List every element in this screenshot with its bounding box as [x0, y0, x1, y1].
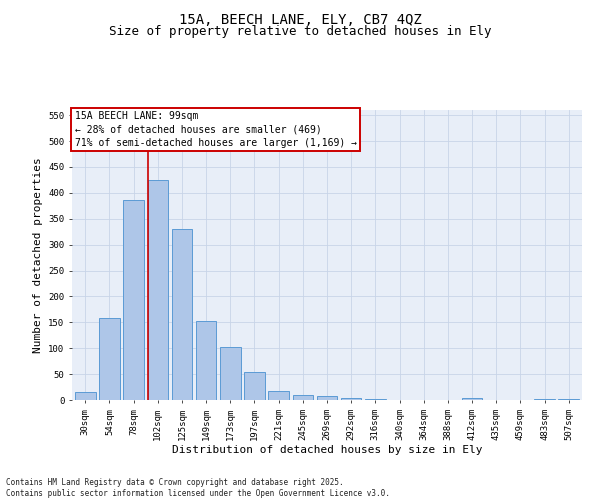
Bar	[293, 395, 313, 400]
Bar	[462, 398, 482, 400]
X-axis label: Distribution of detached houses by size in Ely: Distribution of detached houses by size …	[172, 446, 482, 456]
Bar	[365, 399, 386, 400]
Text: Size of property relative to detached houses in Ely: Size of property relative to detached ho…	[109, 25, 491, 38]
Bar	[559, 399, 579, 400]
Bar	[244, 372, 265, 400]
Bar	[196, 321, 217, 400]
Bar	[99, 318, 120, 400]
Bar	[220, 346, 241, 400]
Y-axis label: Number of detached properties: Number of detached properties	[32, 157, 43, 353]
Bar	[341, 398, 361, 400]
Bar	[534, 399, 555, 400]
Text: 15A BEECH LANE: 99sqm
← 28% of detached houses are smaller (469)
71% of semi-det: 15A BEECH LANE: 99sqm ← 28% of detached …	[74, 112, 356, 148]
Bar	[268, 390, 289, 400]
Bar	[317, 396, 337, 400]
Bar	[124, 200, 144, 400]
Text: Contains HM Land Registry data © Crown copyright and database right 2025.
Contai: Contains HM Land Registry data © Crown c…	[6, 478, 390, 498]
Bar	[148, 180, 168, 400]
Text: 15A, BEECH LANE, ELY, CB7 4QZ: 15A, BEECH LANE, ELY, CB7 4QZ	[179, 12, 421, 26]
Bar	[172, 229, 192, 400]
Bar	[75, 392, 95, 400]
